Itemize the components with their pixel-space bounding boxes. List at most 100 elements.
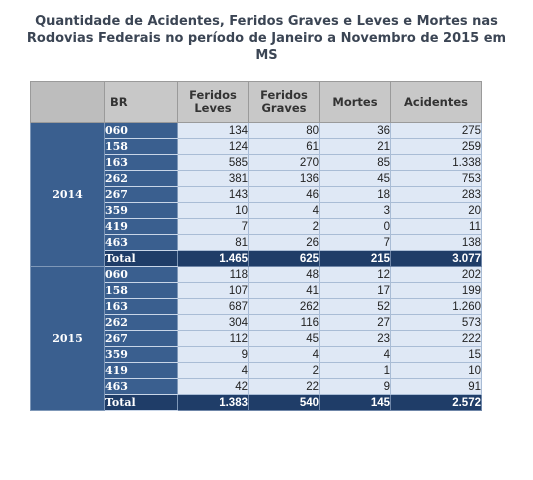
value-cell: 81 — [177, 234, 249, 251]
value-cell: 304 — [177, 314, 249, 331]
value-cell: 283 — [390, 186, 482, 203]
br-cell: 359 — [104, 202, 178, 219]
value-cell: 1 — [319, 362, 391, 379]
br-cell: 463 — [104, 234, 178, 251]
table-row: 262 304 116 27 573 — [31, 314, 482, 331]
value-cell: 7 — [319, 234, 391, 251]
value-cell: 45 — [319, 170, 391, 187]
value-cell: 540 — [248, 394, 320, 411]
table-row: 359 9 4 4 15 — [31, 346, 482, 363]
value-cell: 3.077 — [390, 250, 482, 267]
value-cell: 11 — [390, 218, 482, 235]
table-row: 2015 060 118 48 12 202 — [30, 266, 482, 411]
value-cell: 199 — [390, 282, 482, 299]
value-cell: 36 — [319, 122, 391, 139]
br-cell: 163 — [104, 298, 178, 315]
br-cell: 359 — [104, 346, 178, 363]
header-feridos-graves-line-2: Graves — [261, 101, 307, 115]
value-cell: 45 — [248, 330, 320, 347]
value-cell: 1.383 — [177, 394, 249, 411]
value-cell: 15 — [390, 346, 482, 363]
value-cell: 573 — [390, 314, 482, 331]
title-line-1: Quantidade de Acidentes, Feridos Graves … — [35, 14, 498, 29]
br-cell: 262 — [104, 170, 178, 187]
value-cell: 687 — [177, 298, 249, 315]
accidents-table: BR Feridos Leves Feridos Graves Mortes A… — [30, 81, 482, 411]
header-feridos-graves: Feridos Graves — [248, 81, 320, 123]
value-cell: 26 — [248, 234, 320, 251]
title-line-3: MS — [255, 48, 278, 63]
value-cell: 2 — [248, 218, 320, 235]
value-cell: 107 — [177, 282, 249, 299]
value-cell: 10 — [390, 362, 482, 379]
value-cell: 23 — [319, 330, 391, 347]
value-cell: 4 — [177, 362, 249, 379]
table-row: 163 585 270 85 1.338 — [31, 154, 482, 171]
header-br: BR — [104, 81, 178, 123]
value-cell: 20 — [390, 202, 482, 219]
value-cell: 4 — [248, 202, 320, 219]
br-cell: 463 — [104, 378, 178, 395]
value-cell: 145 — [319, 394, 391, 411]
value-cell: 124 — [177, 138, 249, 155]
year-cell: 2014 — [30, 122, 105, 267]
table-row: 2014 060 134 80 36 275 — [30, 122, 482, 267]
value-cell: 202 — [390, 266, 482, 283]
value-cell: 52 — [319, 298, 391, 315]
total-row: Total 1.465 625 215 3.077 — [31, 250, 482, 267]
value-cell: 22 — [248, 378, 320, 395]
value-cell: 259 — [390, 138, 482, 155]
value-cell: 48 — [248, 266, 320, 283]
table-row: 419 4 2 1 10 — [31, 362, 482, 379]
value-cell: 18 — [319, 186, 391, 203]
br-cell: 419 — [104, 218, 178, 235]
header-feridos-leves: Feridos Leves — [177, 81, 249, 123]
br-cell: 267 — [104, 186, 178, 203]
value-cell: 9 — [319, 378, 391, 395]
br-cell: 158 — [104, 282, 178, 299]
table-row: 158 107 41 17 199 — [31, 282, 482, 299]
value-cell: 118 — [177, 266, 249, 283]
value-cell: 21 — [319, 138, 391, 155]
title-line-2: Rodovias Federais no período de Janeiro … — [26, 31, 507, 46]
value-cell: 585 — [177, 154, 249, 171]
value-cell: 10 — [177, 202, 249, 219]
table-row: 419 7 2 0 11 — [31, 218, 482, 235]
value-cell: 3 — [319, 202, 391, 219]
value-cell: 12 — [319, 266, 391, 283]
br-cell: 262 — [104, 314, 178, 331]
value-cell: 381 — [177, 170, 249, 187]
value-cell: 46 — [248, 186, 320, 203]
br-cell: 267 — [104, 330, 178, 347]
header-feridos-graves-line-1: Feridos — [260, 88, 308, 102]
value-cell: 9 — [177, 346, 249, 363]
total-label-cell: Total — [104, 250, 178, 267]
value-cell: 1.465 — [177, 250, 249, 267]
header-feridos-leves-line-2: Leves — [194, 101, 232, 115]
table-row: 267 112 45 23 222 — [31, 330, 482, 347]
table-row: 158 124 61 21 259 — [31, 138, 482, 155]
value-cell: 7 — [177, 218, 249, 235]
value-cell: 143 — [177, 186, 249, 203]
header-acidentes: Acidentes — [390, 81, 482, 123]
value-cell: 136 — [248, 170, 320, 187]
value-cell: 2.572 — [390, 394, 482, 411]
br-cell: 419 — [104, 362, 178, 379]
value-cell: 42 — [177, 378, 249, 395]
value-cell: 275 — [390, 122, 482, 139]
value-cell: 2 — [248, 362, 320, 379]
corner-header-cell — [30, 81, 105, 123]
br-cell: 060 — [104, 266, 178, 283]
year-cell: 2015 — [30, 266, 105, 411]
value-cell: 61 — [248, 138, 320, 155]
value-cell: 222 — [390, 330, 482, 347]
value-cell: 27 — [319, 314, 391, 331]
table-title: Quantidade de Acidentes, Feridos Graves … — [0, 13, 533, 64]
total-row: Total 1.383 540 145 2.572 — [31, 394, 482, 411]
br-cell: 158 — [104, 138, 178, 155]
value-cell: 753 — [390, 170, 482, 187]
value-cell: 1.338 — [390, 154, 482, 171]
table-row: 463 42 22 9 91 — [31, 378, 482, 395]
table-row: 262 381 136 45 753 — [31, 170, 482, 187]
value-cell: 262 — [248, 298, 320, 315]
